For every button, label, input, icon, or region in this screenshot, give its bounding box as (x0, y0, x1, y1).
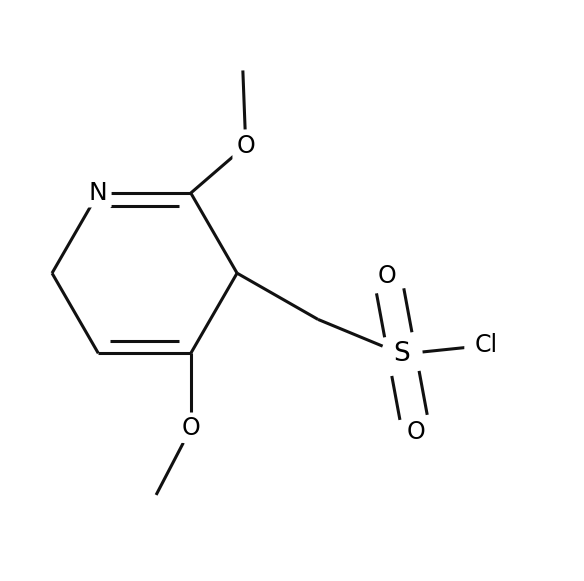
FancyBboxPatch shape (374, 261, 401, 290)
Text: Cl: Cl (474, 333, 497, 357)
Text: O: O (378, 264, 397, 288)
Text: S: S (394, 341, 410, 367)
FancyBboxPatch shape (388, 340, 415, 368)
Text: O: O (407, 420, 426, 444)
Text: O: O (182, 417, 200, 440)
Text: N: N (89, 181, 107, 205)
FancyBboxPatch shape (85, 178, 112, 207)
FancyBboxPatch shape (178, 414, 204, 443)
FancyBboxPatch shape (232, 131, 259, 160)
Text: O: O (237, 134, 255, 157)
FancyBboxPatch shape (403, 418, 430, 447)
FancyBboxPatch shape (464, 331, 507, 360)
